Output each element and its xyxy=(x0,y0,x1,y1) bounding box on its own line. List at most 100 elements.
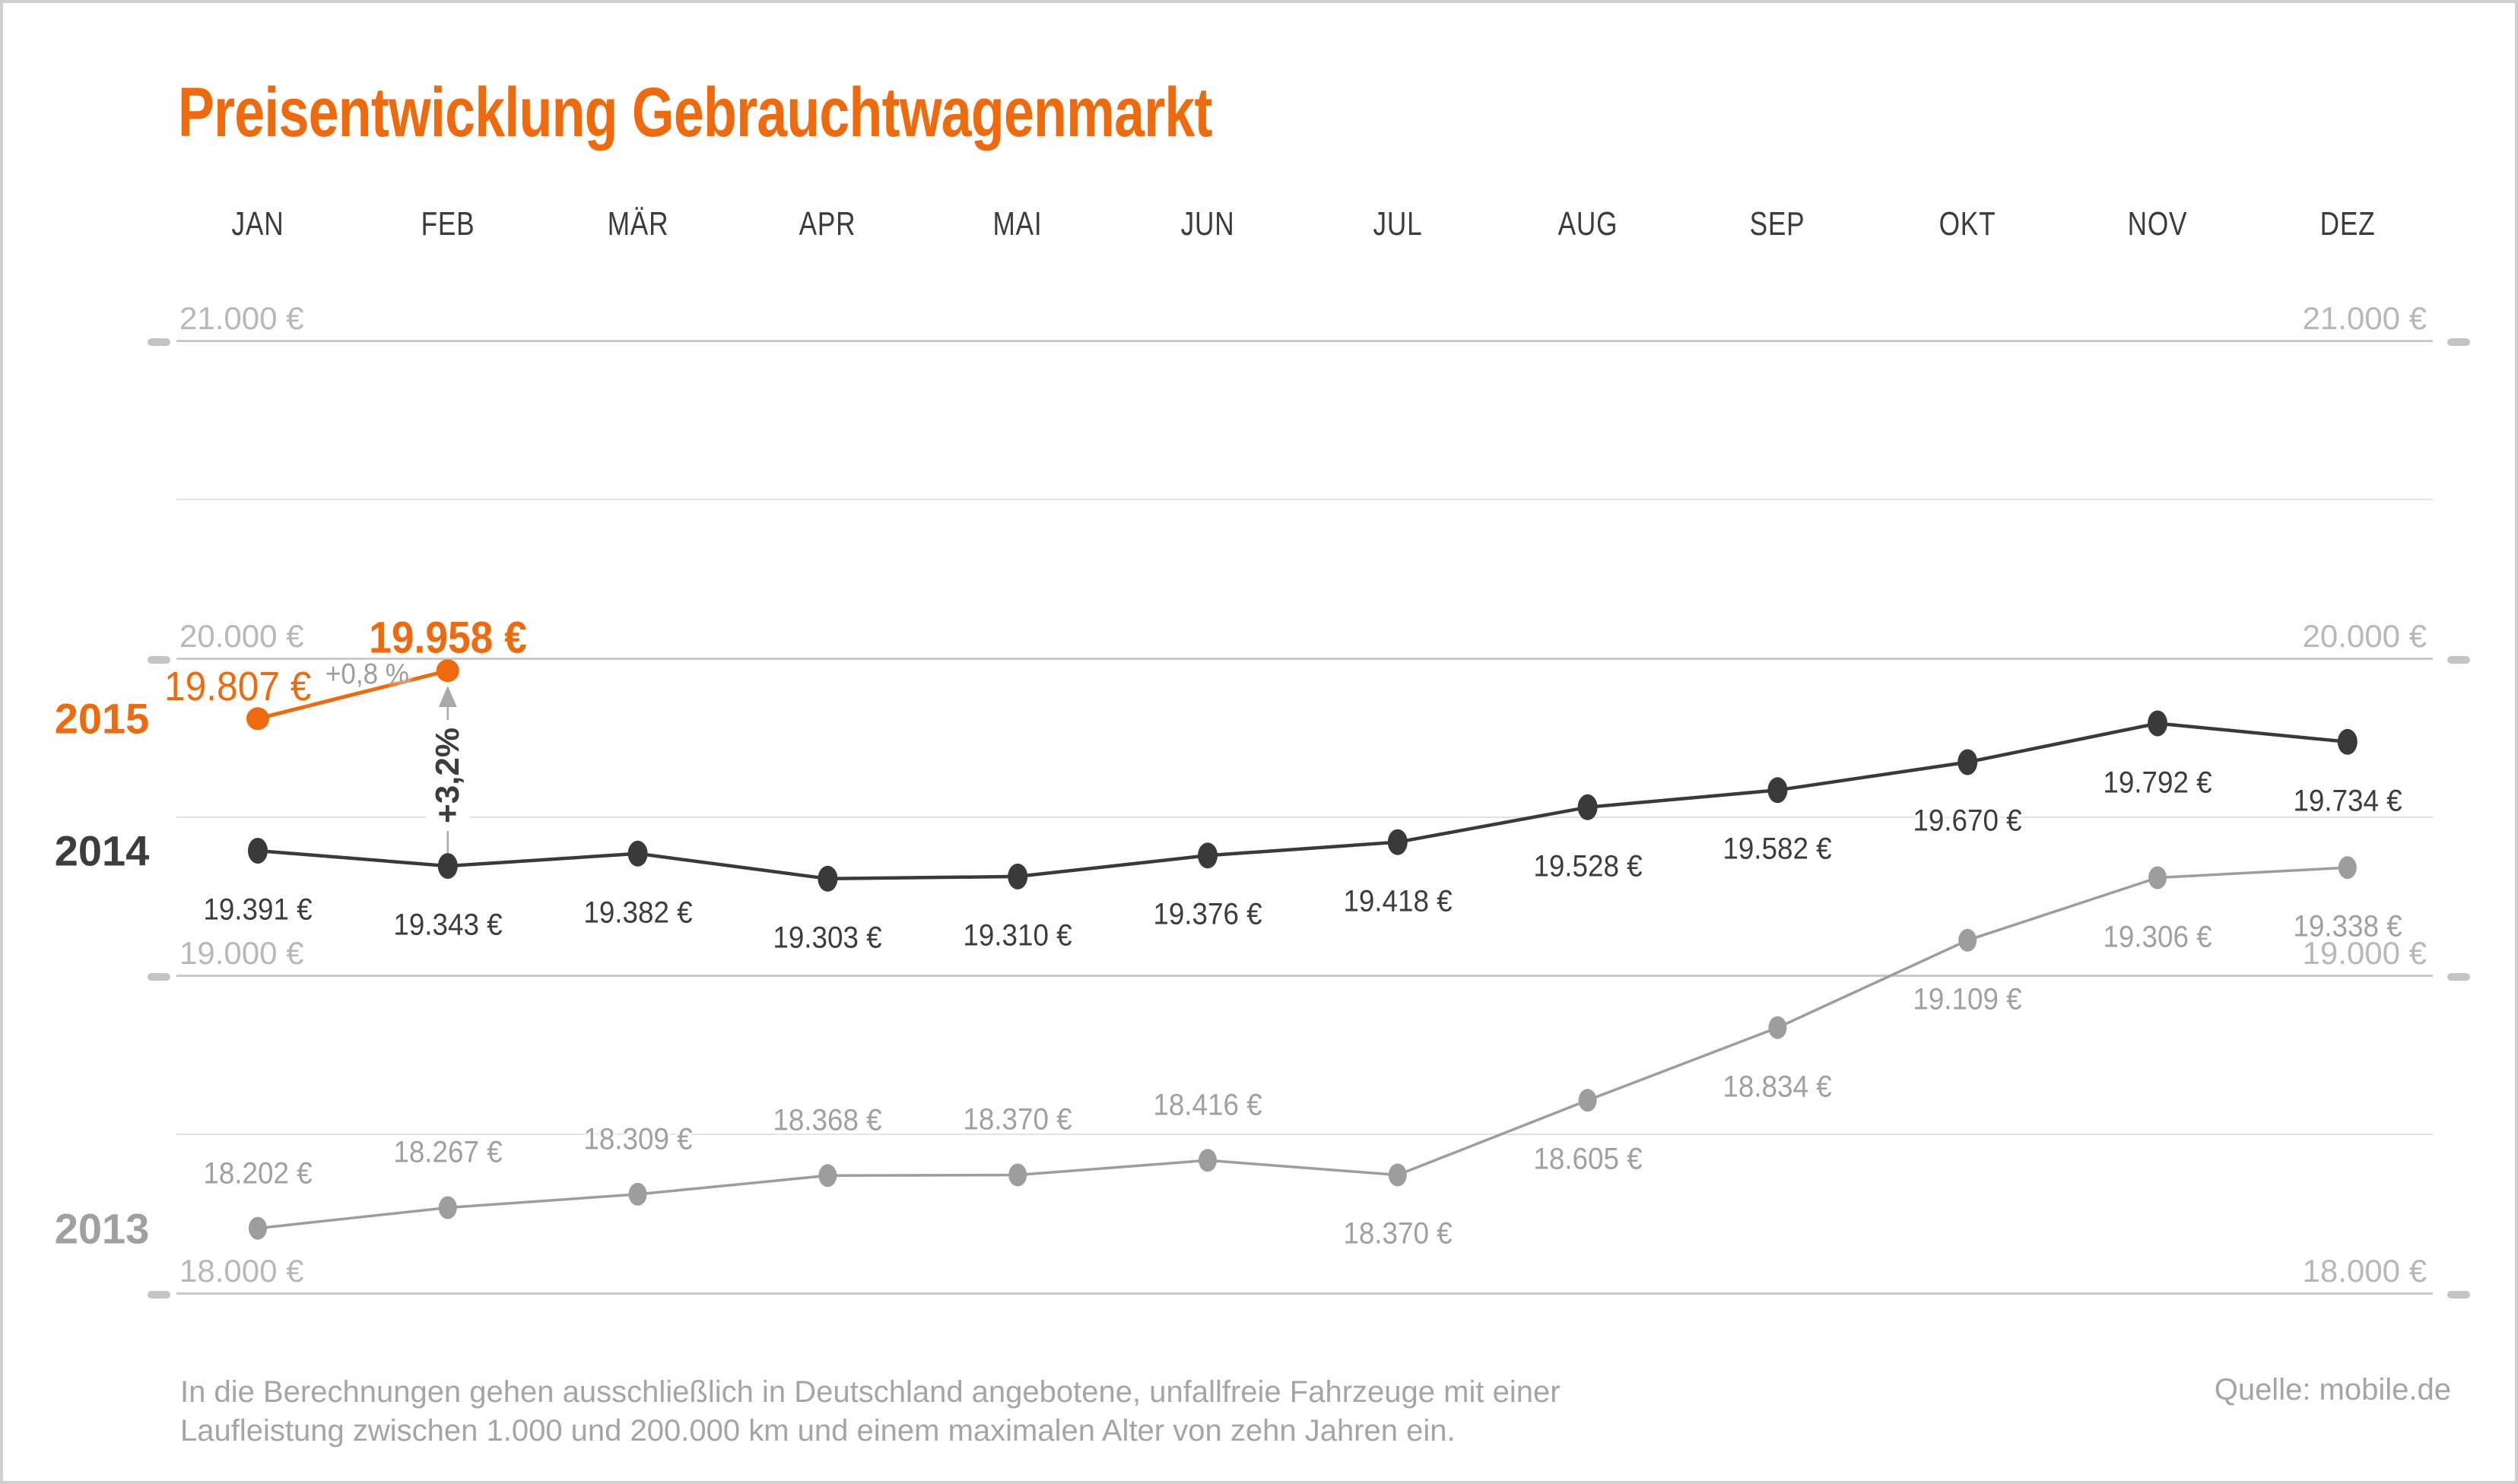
data-point-2013-6 xyxy=(1199,1149,1217,1172)
y-axis-label-left-20000: 20.000 € xyxy=(179,618,304,654)
data-point-2013-3 xyxy=(628,1182,647,1206)
x-axis-label-8: AUG xyxy=(1557,205,1618,243)
price-development-chart: 21.000 € 21.000 € 20.000 € 20.000 € 19.000 €… xyxy=(3,3,2515,1481)
x-axis-label-4: APR xyxy=(799,205,856,243)
page-title: Preisentwicklung Gebrauchtwagenmarkt xyxy=(178,74,1212,151)
data-label-2013-5: 18.370 € xyxy=(963,1102,1072,1137)
data-point-2013-8 xyxy=(1578,1089,1597,1112)
yoy-change-label: +3,2% xyxy=(426,720,470,831)
x-axis-label-7: JUL xyxy=(1373,205,1423,243)
data-point-2013-1 xyxy=(249,1216,267,1240)
series-year-label-2014: 2014 xyxy=(54,826,150,875)
data-point-2013-12 xyxy=(2338,856,2357,880)
y-axis-label-right-21000: 21.000 € xyxy=(2302,300,2428,336)
data-point-2013-10 xyxy=(1958,928,1977,952)
data-point-2015-2 xyxy=(436,659,459,683)
data-label-2014-11: 19.792 € xyxy=(2103,766,2212,800)
data-label-2014-10: 19.670 € xyxy=(1913,804,2022,838)
y-axis-label-left-18000: 18.000 € xyxy=(179,1253,304,1289)
data-label-2013-12: 19.338 € xyxy=(2293,909,2402,943)
data-label-2014-4: 19.303 € xyxy=(773,921,882,955)
data-point-2014-6 xyxy=(1198,842,1218,869)
data-point-2013-2 xyxy=(438,1196,457,1219)
data-label-2013-1: 18.202 € xyxy=(203,1156,313,1191)
source-credit: Quelle: mobile.de xyxy=(2214,1373,2451,1406)
methodology-note-line-1: In die Berechnungen gehen ausschließlich… xyxy=(180,1375,1561,1409)
data-label-2013-11: 19.306 € xyxy=(2103,920,2212,954)
y-axis-tick-right-19000 xyxy=(2447,973,2470,981)
x-axis-label-5: MAI xyxy=(992,205,1043,243)
x-axis-label-3: MÄR xyxy=(607,205,669,243)
data-point-2014-1 xyxy=(248,838,268,864)
y-axis-tick-left-19000 xyxy=(148,973,170,981)
data-point-2013-4 xyxy=(818,1164,837,1188)
y-axis-label-right-18000: 18.000 € xyxy=(2302,1253,2428,1289)
x-axis-label-12: DEZ xyxy=(2320,205,2376,243)
gridline-18500 xyxy=(176,1134,2433,1135)
data-point-2014-10 xyxy=(1958,749,1978,775)
data-label-2014-3: 19.382 € xyxy=(583,896,693,930)
gridline-20500 xyxy=(176,499,2433,500)
y-axis-tick-right-18000 xyxy=(2447,1291,2470,1298)
data-label-2014-8: 19.528 € xyxy=(1533,849,1643,883)
data-point-2014-4 xyxy=(818,865,838,892)
data-label-2014-5: 19.310 € xyxy=(963,918,1072,953)
data-point-2013-11 xyxy=(2148,866,2167,889)
data-point-2014-12 xyxy=(2337,728,2358,755)
series-line-2013 xyxy=(257,866,2348,1230)
data-label-2014-7: 19.418 € xyxy=(1343,884,1453,918)
y-axis-tick-left-18000 xyxy=(148,1291,170,1298)
y-axis-label-left-21000: 21.000 € xyxy=(179,300,304,336)
data-label-2013-2: 18.267 € xyxy=(393,1135,503,1169)
data-point-2014-11 xyxy=(2148,710,2167,737)
jan-2015-value: 19.807 € xyxy=(164,664,312,709)
data-label-2013-7: 18.370 € xyxy=(1343,1216,1453,1251)
feb-2015-value-label: 19.958 € xyxy=(369,613,527,663)
gridline-19000 xyxy=(176,975,2433,977)
data-point-2014-9 xyxy=(1767,777,1788,804)
data-point-2013-7 xyxy=(1388,1163,1407,1187)
series-year-label-2015: 2015 xyxy=(54,694,150,743)
jan-2015-value-label: 19.807 € +0,8 % xyxy=(164,660,417,709)
data-point-2013-5 xyxy=(1008,1163,1027,1187)
gridline-18000 xyxy=(176,1292,2433,1295)
data-point-2014-8 xyxy=(1577,794,1598,820)
series-year-label-2013: 2013 xyxy=(54,1204,150,1253)
y-axis-tick-left-21000 xyxy=(148,338,170,346)
y-axis-tick-right-20000 xyxy=(2447,656,2470,664)
y-axis-label-right-20000: 20.000 € xyxy=(2302,618,2428,654)
data-point-2014-3 xyxy=(627,840,648,867)
data-label-2013-10: 19.109 € xyxy=(1913,982,2022,1016)
x-axis-label-6: JUN xyxy=(1180,205,1235,243)
x-axis-label-1: JAN xyxy=(231,205,284,243)
gridline-21000 xyxy=(176,340,2433,342)
gridline-20000 xyxy=(176,658,2433,660)
data-point-2014-2 xyxy=(437,853,458,880)
y-axis-label-right-19000: 19.000 € xyxy=(2302,935,2428,971)
data-label-2013-3: 18.309 € xyxy=(583,1122,693,1156)
series-line-2014 xyxy=(257,721,2348,881)
methodology-note: In die Berechnungen gehen ausschließlich… xyxy=(180,1373,1561,1451)
data-label-2014-1: 19.391 € xyxy=(203,893,313,927)
methodology-note-line-2: Laufleistung zwischen 1.000 und 200.000 … xyxy=(180,1414,1456,1448)
data-label-2014-12: 19.734 € xyxy=(2293,784,2402,818)
data-point-2015-1 xyxy=(246,707,269,731)
x-axis-label-11: NOV xyxy=(2127,205,2188,243)
yoy-arrow-head xyxy=(438,686,457,707)
gridline-19500 xyxy=(176,817,2433,818)
jan-2015-change-label: +0,8 % xyxy=(325,658,410,690)
data-label-2013-8: 18.605 € xyxy=(1533,1142,1643,1176)
data-point-2014-7 xyxy=(1387,829,1408,855)
data-label-2014-6: 19.376 € xyxy=(1153,897,1262,931)
x-axis-label-2: FEB xyxy=(421,205,475,243)
data-label-2013-6: 18.416 € xyxy=(1153,1088,1262,1122)
data-label-2014-9: 19.582 € xyxy=(1723,832,1832,866)
x-axis-label-9: SEP xyxy=(1749,205,1805,243)
data-label-2013-9: 18.834 € xyxy=(1723,1070,1832,1104)
y-axis-tick-left-20000 xyxy=(148,656,170,664)
data-point-2013-9 xyxy=(1768,1016,1787,1039)
chart-svg xyxy=(246,659,2358,1240)
y-axis-label-left-19000: 19.000 € xyxy=(179,935,304,971)
series-line-2015 xyxy=(257,668,449,721)
